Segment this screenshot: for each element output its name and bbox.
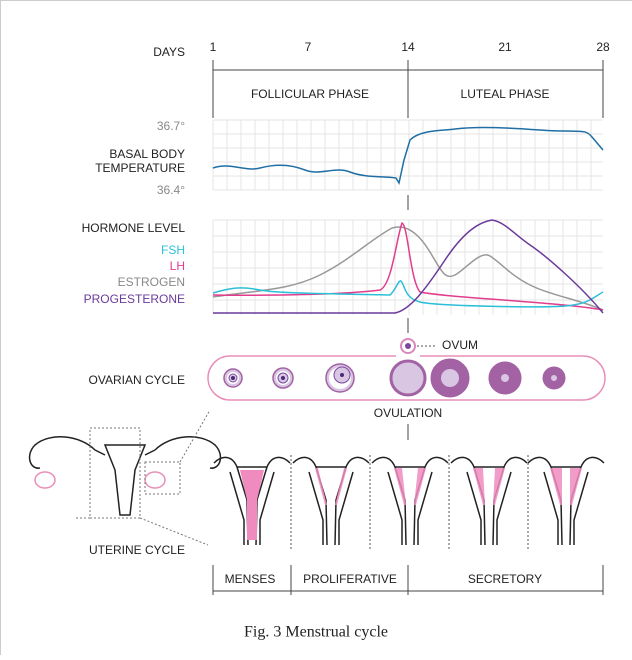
temp-label: TEMPERATURE <box>95 161 185 175</box>
figure: DAYS 1 7 14 21 28 FOLLICULAR PHASE LUTEA… <box>0 0 632 655</box>
hormone-grid <box>213 220 603 315</box>
day: 14 <box>401 40 415 54</box>
lh-label: LH <box>170 259 185 273</box>
endometrium <box>394 468 426 505</box>
endometrium <box>315 468 347 505</box>
phase-label: LUTEAL PHASE <box>461 87 550 101</box>
day: 1 <box>210 40 217 54</box>
caption: Fig. 3 Menstrual cycle <box>244 624 388 641</box>
day: 21 <box>498 40 512 54</box>
follicle <box>391 361 425 395</box>
follicle <box>551 375 557 381</box>
temp-label: BASAL BODY <box>109 147 185 161</box>
temperature-curve <box>213 128 603 183</box>
ovum-label: OVUM <box>442 338 478 352</box>
estrogen-label: ESTROGEN <box>118 275 185 289</box>
days-label: DAYS <box>153 45 185 59</box>
progesterone-label: PROGESTERONE <box>84 292 185 306</box>
uterus-outline <box>451 457 527 545</box>
ovarian-label: OVARIAN CYCLE <box>89 373 185 387</box>
ovum <box>405 343 411 349</box>
uterine-phase: PROLIFERATIVE <box>303 572 397 586</box>
progesterone-curve <box>213 220 603 313</box>
temp-low: 36.4° <box>157 183 185 197</box>
reproductive-anatomy <box>30 410 221 545</box>
fsh-label: FSH <box>161 243 185 257</box>
ovulation-label: OVULATION <box>374 406 442 420</box>
uterus-outline <box>293 457 369 545</box>
follicle <box>501 374 509 382</box>
endometrium <box>550 468 582 505</box>
oocyte <box>281 376 285 380</box>
uterine-panels <box>214 455 604 550</box>
follicle <box>441 369 459 387</box>
uterine-label: UTERINE CYCLE <box>89 543 185 557</box>
uterine-phase: MENSES <box>225 572 276 586</box>
oocyte <box>231 376 235 380</box>
uterus-outline <box>372 457 448 545</box>
hormone-title: HORMONE LEVEL <box>82 221 186 235</box>
uterus-outline <box>528 457 604 545</box>
day: 7 <box>305 40 312 54</box>
uterine-phase: SECRETORY <box>468 572 542 586</box>
oocyte <box>340 373 344 377</box>
follicles <box>224 360 564 396</box>
day: 28 <box>596 40 610 54</box>
temp-high: 36.7° <box>157 119 185 133</box>
phase-label: FOLLICULAR PHASE <box>251 87 369 101</box>
endometrium <box>473 468 505 505</box>
